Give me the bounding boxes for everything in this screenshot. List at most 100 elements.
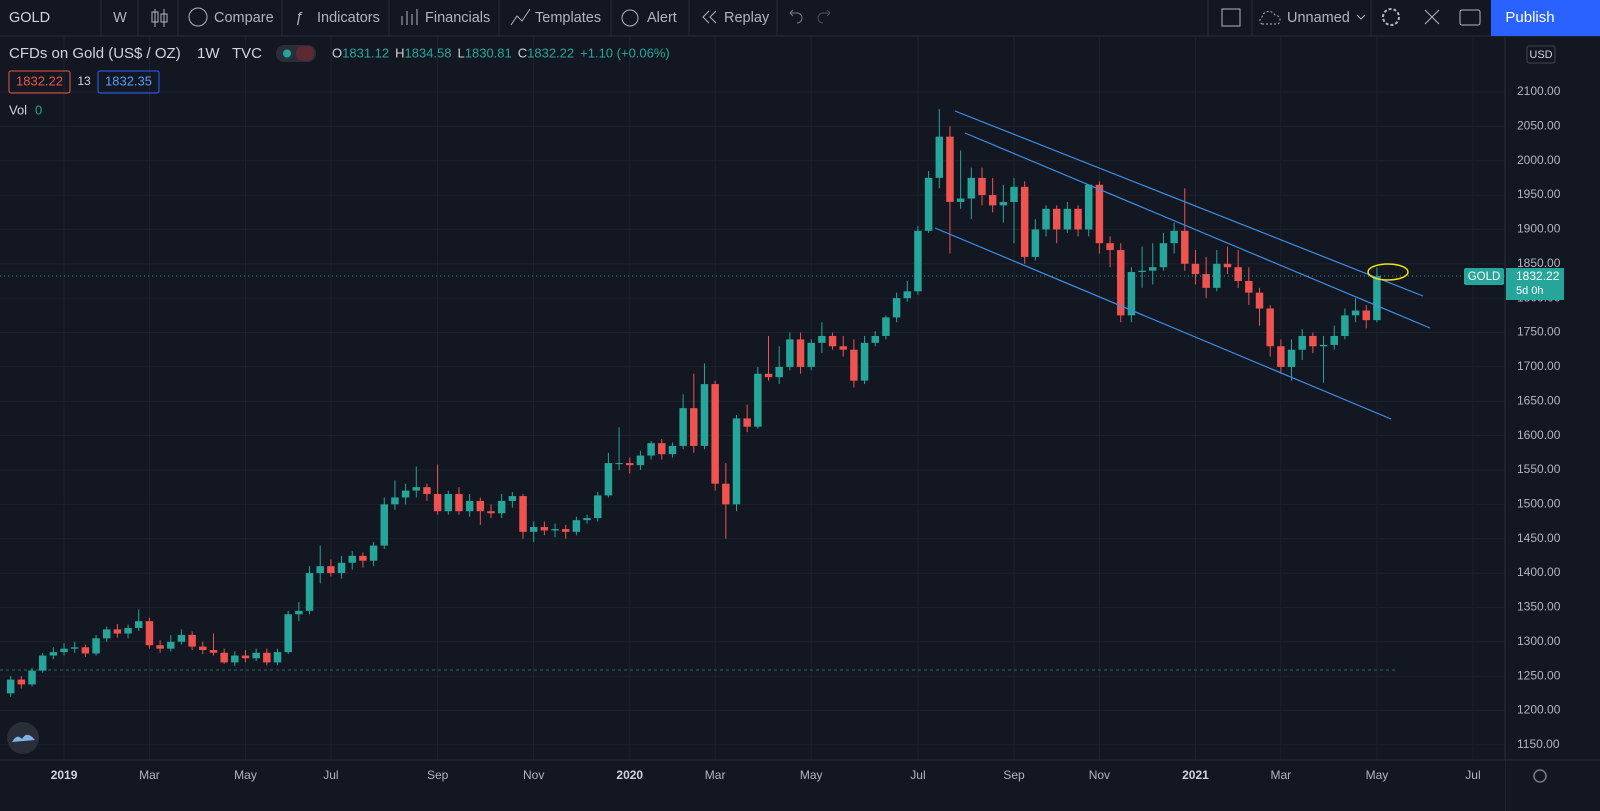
price-tag-text: 1832.22 bbox=[1516, 269, 1560, 283]
y-tick-label: 1250.00 bbox=[1517, 668, 1561, 682]
layout-name[interactable]: Unnamed bbox=[1287, 10, 1350, 26]
ohlc-key: C bbox=[518, 45, 527, 60]
candle-body bbox=[508, 496, 517, 501]
templates[interactable]: Templates bbox=[535, 10, 601, 26]
candle-body bbox=[1319, 344, 1328, 347]
settings-icon[interactable] bbox=[1533, 769, 1547, 783]
candle-body bbox=[1181, 230, 1189, 264]
highlight-ellipse bbox=[1367, 263, 1409, 281]
alert-icon[interactable] bbox=[621, 9, 639, 27]
ohlc-key: H bbox=[395, 45, 404, 60]
candle-body bbox=[135, 621, 143, 629]
candle-body bbox=[1287, 349, 1296, 367]
candle-body bbox=[433, 494, 442, 512]
layout-icon[interactable] bbox=[1221, 8, 1241, 27]
candle-body bbox=[935, 136, 944, 178]
candle-body bbox=[732, 418, 741, 505]
financials-icon[interactable] bbox=[401, 9, 418, 25]
undo-icon[interactable] bbox=[789, 9, 803, 24]
legend-title: CFDs on Gold (US$ / OZ) bbox=[9, 45, 181, 62]
indicators[interactable]: Indicators bbox=[317, 10, 380, 26]
alert[interactable]: Alert bbox=[647, 10, 677, 26]
candle-body bbox=[764, 373, 773, 378]
legend-source: TVC bbox=[232, 45, 262, 62]
currency: USD bbox=[1529, 49, 1552, 61]
y-tick-label: 1300.00 bbox=[1517, 634, 1561, 648]
ohlc-key: L bbox=[458, 45, 465, 60]
ohlc-value: 1830.81 bbox=[465, 45, 512, 60]
candle-body bbox=[305, 573, 314, 611]
x-tick-label: Mar bbox=[1271, 768, 1292, 782]
candle-body bbox=[711, 384, 719, 484]
candle-body bbox=[220, 652, 228, 663]
y-tick-label: 1550.00 bbox=[1517, 462, 1561, 476]
indicators-icon[interactable]: ƒ bbox=[295, 10, 303, 26]
y-tick-label: 1400.00 bbox=[1517, 565, 1561, 579]
trend-line bbox=[954, 110, 1424, 297]
candle-body bbox=[60, 648, 68, 653]
x-tick-label: Jul bbox=[1465, 768, 1480, 782]
candle-body bbox=[540, 527, 549, 531]
x-tick-label: Sep bbox=[427, 768, 449, 782]
symbol[interactable]: GOLD bbox=[9, 10, 50, 26]
ohlc-value: 1832.22 bbox=[527, 45, 574, 60]
candle-body bbox=[786, 339, 794, 367]
cloud-icon[interactable] bbox=[1259, 10, 1281, 25]
replay[interactable]: Replay bbox=[724, 10, 770, 26]
candle-body bbox=[476, 500, 485, 512]
x-tick-label: 2021 bbox=[1182, 768, 1209, 782]
bid-box[interactable] bbox=[8, 70, 71, 94]
y-tick-label: 1950.00 bbox=[1517, 187, 1561, 201]
price-tag bbox=[1506, 268, 1564, 300]
candle-body bbox=[647, 443, 655, 456]
y-tick-label: 1200.00 bbox=[1517, 703, 1561, 717]
candle-body bbox=[1330, 335, 1338, 345]
compare[interactable]: Compare bbox=[214, 10, 274, 26]
candle-body bbox=[1117, 250, 1125, 316]
candle-body bbox=[1362, 310, 1370, 321]
interval[interactable]: W bbox=[113, 10, 127, 26]
x-tick-label: Jul bbox=[910, 768, 925, 782]
candle-body bbox=[807, 342, 815, 367]
legend-interval: 1W bbox=[197, 45, 220, 62]
redo-icon[interactable] bbox=[817, 9, 831, 24]
x-tick-label: May bbox=[1366, 768, 1389, 782]
candle-body bbox=[1234, 267, 1242, 281]
y-tick-label: 1500.00 bbox=[1517, 497, 1561, 511]
replay-icon[interactable] bbox=[702, 10, 717, 24]
candle-body bbox=[1202, 274, 1210, 288]
dropdown-icon[interactable] bbox=[1356, 14, 1366, 20]
candle-body bbox=[626, 463, 634, 466]
fullscreen-button[interactable] bbox=[1424, 9, 1440, 25]
candle-body bbox=[988, 195, 997, 206]
financials[interactable]: Financials bbox=[425, 10, 490, 26]
templates-icon[interactable] bbox=[510, 8, 531, 26]
ask-box[interactable] bbox=[97, 70, 160, 94]
ohlc-value: 1831.12 bbox=[342, 45, 389, 60]
status-icon bbox=[296, 46, 314, 61]
snapshot-button[interactable] bbox=[1459, 9, 1481, 26]
candle-body bbox=[369, 545, 378, 561]
publish-button[interactable] bbox=[1491, 0, 1600, 36]
compare-icon[interactable] bbox=[188, 7, 208, 27]
x-tick-label: Mar bbox=[705, 768, 726, 782]
grid bbox=[0, 37, 1505, 760]
plot bbox=[6, 109, 1381, 697]
chart-type-icon[interactable] bbox=[151, 9, 168, 27]
candle-body bbox=[754, 373, 762, 427]
candle-body bbox=[1031, 229, 1040, 257]
candle-body bbox=[583, 518, 591, 521]
candle-body bbox=[679, 408, 687, 446]
y-tick-label: 1750.00 bbox=[1517, 325, 1561, 339]
candle-body bbox=[401, 490, 410, 498]
candle-body bbox=[263, 652, 271, 663]
candle-body bbox=[1042, 208, 1050, 230]
candle-body bbox=[28, 670, 36, 685]
candle-body bbox=[882, 317, 890, 336]
candle-body bbox=[551, 529, 559, 531]
candle-body bbox=[145, 621, 154, 646]
candle-body bbox=[6, 679, 15, 694]
candle-body bbox=[1223, 263, 1232, 268]
settings-button[interactable] bbox=[1382, 8, 1400, 26]
